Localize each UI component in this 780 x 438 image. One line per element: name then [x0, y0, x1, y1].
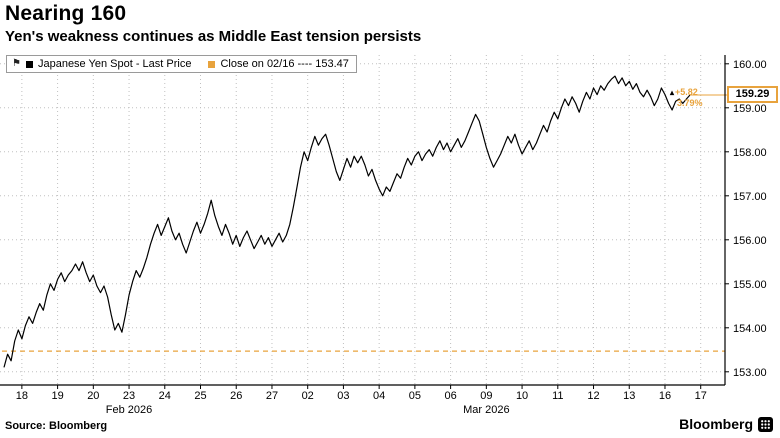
page-title: Nearing 160 — [5, 2, 127, 25]
x-tick-label: 25 — [194, 390, 206, 402]
y-tick-label: 159.00 — [733, 103, 767, 115]
series-marker-last-price — [25, 60, 33, 68]
x-tick-label: 04 — [373, 390, 385, 402]
x-tick-label: 12 — [587, 390, 599, 402]
x-tick-label: 11 — [552, 390, 563, 402]
month-label: Feb 2026 — [106, 404, 152, 416]
series-marker-close-line — [208, 60, 216, 68]
x-tick-label: 13 — [623, 390, 635, 402]
x-tick-label: 02 — [302, 390, 314, 402]
bloomberg-logo-text: Bloomberg — [679, 416, 753, 432]
up-arrow-icon: ▴ — [669, 88, 674, 98]
y-tick-label: 156.00 — [733, 235, 767, 247]
x-tick-label: 23 — [123, 390, 135, 402]
x-tick-label: 16 — [659, 390, 671, 402]
change-row: ▴+5.82 — [670, 87, 703, 98]
legend-label-close-line: Close on 02/16 ---- 153.47 — [220, 58, 349, 70]
change-value: +5.82 — [675, 87, 698, 98]
month-label: Mar 2026 — [463, 404, 509, 416]
x-tick-label: 17 — [695, 390, 707, 402]
price-line — [3, 75, 691, 368]
y-tick-label: 153.00 — [733, 367, 767, 379]
y-tick-label: 155.00 — [733, 279, 767, 291]
x-tick-label: 20 — [87, 390, 99, 402]
x-tick-label: 19 — [51, 390, 63, 402]
bloomberg-terminal-icon — [758, 416, 773, 432]
x-tick-label: 10 — [516, 390, 528, 402]
flag-icon: ⚑ — [12, 58, 21, 69]
change-percent: 3.79% — [676, 98, 703, 109]
y-tick-label: 158.00 — [733, 147, 767, 159]
source-text: Source: Bloomberg — [5, 420, 108, 432]
x-tick-label: 18 — [16, 390, 28, 402]
y-tick-label: 160.00 — [733, 59, 767, 71]
x-tick-label: 27 — [266, 390, 278, 402]
x-tick-label: 26 — [230, 390, 242, 402]
legend[interactable]: ⚑ Japanese Yen Spot - Last Price Close o… — [6, 55, 357, 73]
x-tick-label: 06 — [444, 390, 456, 402]
y-tick-label: 157.00 — [733, 191, 767, 203]
legend-label-last-price: Japanese Yen Spot - Last Price — [37, 58, 192, 70]
x-tick-label: 03 — [337, 390, 349, 402]
x-tick-label: 24 — [159, 390, 171, 402]
page-subtitle: Yen's weakness continues as Middle East … — [5, 28, 422, 45]
last-price-tag: 159.29 — [727, 86, 778, 104]
x-tick-label: 05 — [409, 390, 421, 402]
change-annotation: ▴+5.82 3.79% — [670, 87, 703, 108]
bloomberg-brand: Bloomberg — [679, 416, 773, 432]
x-tick-label: 09 — [480, 390, 492, 402]
y-tick-label: 154.00 — [733, 323, 767, 335]
